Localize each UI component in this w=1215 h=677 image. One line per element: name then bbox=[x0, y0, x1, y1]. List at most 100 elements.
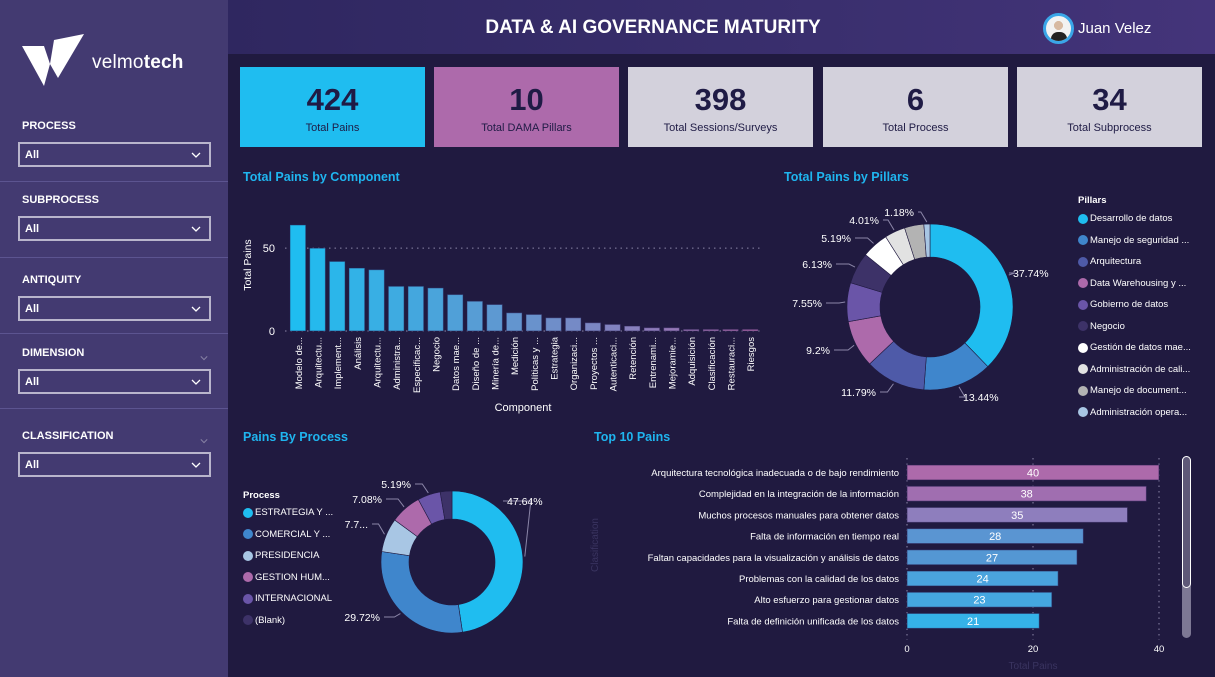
data-label: 11.79% bbox=[841, 387, 876, 399]
top10-scrollbar[interactable] bbox=[1182, 456, 1191, 638]
bar[interactable] bbox=[525, 313, 543, 332]
bar[interactable] bbox=[545, 317, 562, 332]
legend-item[interactable]: Administración de cali... bbox=[1078, 364, 1190, 375]
avatar bbox=[1043, 13, 1074, 44]
bar[interactable] bbox=[505, 312, 523, 332]
process-filter-label: PROCESS bbox=[22, 120, 76, 132]
bar[interactable] bbox=[906, 485, 1147, 502]
legend-label: INTERNACIONAL bbox=[255, 593, 333, 604]
component-chart-title: Total Pains by Component bbox=[243, 170, 400, 184]
legend-item[interactable]: COMERCIAL Y ... bbox=[243, 529, 330, 540]
kpi-card-total-pains: 424 Total Pains bbox=[240, 67, 425, 147]
collapse-chevron-icon[interactable] bbox=[200, 349, 208, 361]
bar[interactable] bbox=[407, 285, 425, 332]
donut-slice[interactable] bbox=[923, 223, 931, 258]
bar[interactable] bbox=[466, 300, 484, 332]
x-tick-label: Minería de... bbox=[491, 337, 502, 390]
bar[interactable] bbox=[702, 328, 720, 332]
bar[interactable] bbox=[623, 325, 641, 332]
legend-item[interactable]: Manejo de seguridad ... bbox=[1078, 235, 1189, 246]
legend-item[interactable]: Data Warehousing y ... bbox=[1078, 278, 1186, 289]
antiquity-filter-dropdown[interactable]: All bbox=[18, 296, 211, 321]
bar[interactable] bbox=[741, 328, 759, 332]
pains-by-component-chart: Total Pains 0 50 Modelo de... Arquitectu... I… bbox=[242, 224, 762, 414]
process-filter-dropdown[interactable]: All bbox=[18, 142, 211, 167]
legend-label: COMERCIAL Y ... bbox=[255, 528, 331, 540]
x-tick-label: Negocio bbox=[432, 337, 443, 372]
bar[interactable] bbox=[584, 322, 602, 332]
legend-item[interactable]: INTERNACIONAL bbox=[243, 593, 332, 604]
user-profile[interactable]: Juan Velez bbox=[1043, 13, 1151, 44]
legend-item[interactable]: Gestión de datos mae... bbox=[1078, 342, 1191, 353]
legend-label: Manejo de document... bbox=[1090, 385, 1187, 396]
bar[interactable] bbox=[906, 591, 1053, 608]
bar[interactable] bbox=[663, 327, 680, 332]
y-axis-label: Clasification bbox=[590, 518, 601, 572]
header-bar: DATA & AI GOVERNANCE MATURITY Juan Velez bbox=[228, 0, 1215, 54]
bar[interactable] bbox=[387, 285, 405, 332]
data-label: 35 bbox=[1011, 510, 1023, 522]
process-legend-title: Process bbox=[243, 490, 280, 501]
x-tick-label: Arquitectu... bbox=[373, 337, 384, 388]
leader-line bbox=[386, 498, 405, 508]
legend-item[interactable]: PRESIDENCIA bbox=[243, 550, 319, 561]
category-label: Problemas con la calidad de los datos bbox=[739, 574, 899, 585]
kpi-card-total-process: 6 Total Process bbox=[823, 67, 1008, 147]
bar[interactable] bbox=[722, 328, 739, 332]
bar[interactable] bbox=[682, 328, 700, 332]
donut-slice[interactable] bbox=[929, 223, 1014, 367]
legend-item[interactable]: GESTION HUM... bbox=[243, 572, 330, 583]
kpi-value: 10 bbox=[509, 82, 544, 117]
kpi-value: 424 bbox=[306, 82, 359, 117]
bar[interactable] bbox=[368, 269, 385, 332]
bar[interactable] bbox=[906, 549, 1078, 566]
x-axis-label: Component bbox=[495, 402, 552, 414]
filter-divider bbox=[0, 181, 228, 182]
legend-item[interactable]: Gobierno de datos bbox=[1078, 299, 1168, 310]
bar[interactable] bbox=[348, 267, 366, 332]
legend-label: Administración opera... bbox=[1090, 406, 1188, 418]
legend-item[interactable]: Administración opera... bbox=[1078, 407, 1187, 418]
bar[interactable] bbox=[906, 506, 1128, 523]
bar[interactable] bbox=[289, 224, 307, 332]
classification-filter-dropdown[interactable]: All bbox=[18, 452, 211, 477]
bar[interactable] bbox=[906, 464, 1160, 481]
bar[interactable] bbox=[427, 287, 444, 332]
x-tick-label: Entrenami... bbox=[648, 337, 659, 388]
bar[interactable] bbox=[486, 303, 503, 332]
legend-item[interactable]: Desarrollo de datos bbox=[1078, 213, 1172, 224]
bar[interactable] bbox=[564, 317, 582, 332]
top10-scroll-thumb[interactable] bbox=[1182, 456, 1191, 588]
dimension-filter-dropdown[interactable]: All bbox=[18, 369, 211, 394]
legend-item[interactable]: (Blank) bbox=[243, 615, 285, 626]
donut-slice[interactable] bbox=[439, 490, 453, 520]
donut-slice[interactable] bbox=[380, 551, 463, 634]
kpi-value: 6 bbox=[906, 82, 925, 117]
leader-line bbox=[958, 386, 966, 398]
subprocess-filter-dropdown[interactable]: All bbox=[18, 216, 211, 241]
legend-dot-icon bbox=[1078, 278, 1088, 288]
x-tick-label: Diseño de ... bbox=[471, 337, 482, 390]
bar[interactable] bbox=[906, 528, 1084, 545]
bar[interactable] bbox=[604, 323, 621, 332]
legend-item[interactable]: Manejo de document... bbox=[1078, 385, 1187, 396]
legend-item[interactable]: ESTRATEGIA Y ... bbox=[243, 507, 333, 518]
legend-item[interactable]: Arquitectura bbox=[1078, 256, 1141, 267]
legend-dot-icon bbox=[1078, 256, 1088, 267]
collapse-chevron-icon[interactable] bbox=[200, 432, 208, 444]
legend-item[interactable]: Negocio bbox=[1078, 321, 1125, 332]
leader-line bbox=[834, 344, 855, 351]
legend-dot-icon bbox=[1078, 321, 1088, 331]
donut-slice[interactable] bbox=[451, 490, 524, 633]
leader-line bbox=[826, 301, 846, 304]
category-label: Complejidad en la integración de la info… bbox=[699, 489, 899, 500]
legend-label: Manejo de seguridad ... bbox=[1090, 234, 1190, 246]
bar[interactable] bbox=[906, 612, 1040, 629]
category-label: Falta de información en tiempo real bbox=[750, 532, 899, 543]
bar[interactable] bbox=[446, 294, 464, 332]
bar[interactable] bbox=[906, 570, 1059, 587]
x-tick-label: Estrategia bbox=[550, 336, 561, 379]
bar[interactable] bbox=[643, 327, 661, 332]
bar[interactable] bbox=[328, 260, 346, 332]
bar[interactable] bbox=[309, 247, 326, 332]
